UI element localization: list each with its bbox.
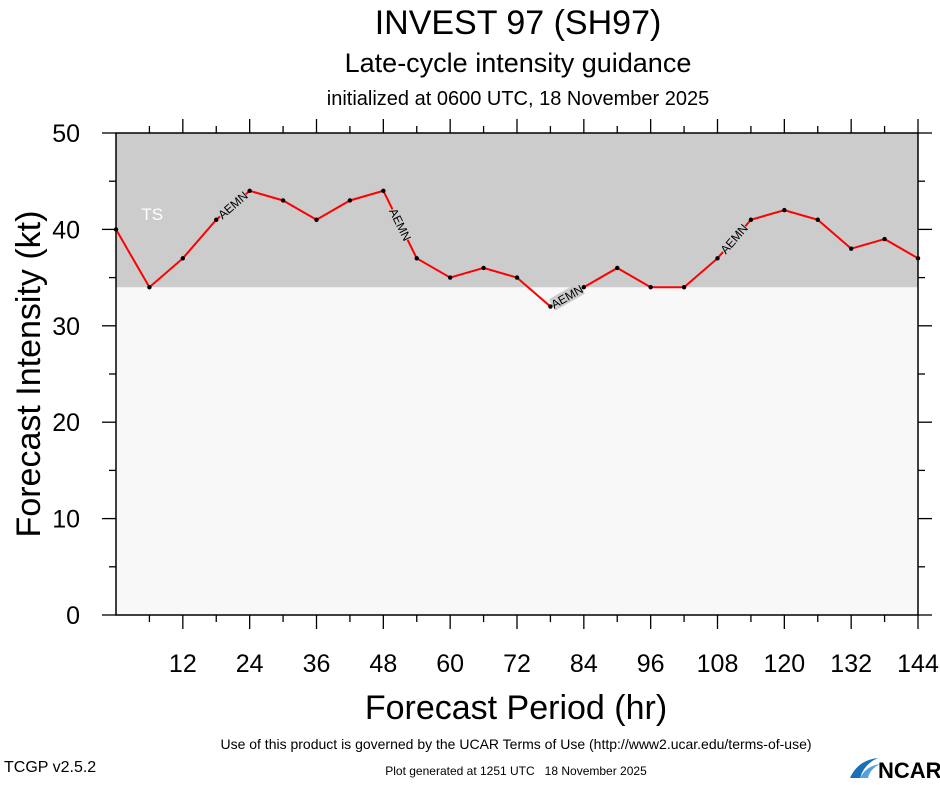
y-tick-label: 50	[52, 120, 80, 148]
series-label-gap	[215, 188, 250, 221]
data-point	[447, 275, 453, 280]
data-point	[180, 256, 186, 261]
x-axis-label: Forecast Period (hr)	[365, 689, 667, 727]
data-point	[581, 285, 587, 290]
data-point	[882, 236, 887, 242]
y-tick-label: 40	[52, 216, 80, 244]
tcgp-version: TCGP v2.5.2	[4, 759, 96, 776]
series-label-gap	[548, 282, 585, 311]
data-point	[648, 285, 653, 290]
ncar-logo-swoosh-2	[860, 764, 880, 778]
x-tick-label: 96	[637, 650, 665, 678]
chart-subtitle: Late-cycle intensity guidance	[345, 48, 692, 78]
data-point	[715, 256, 720, 261]
data-point	[782, 207, 787, 213]
y-tick-label: 10	[52, 506, 80, 534]
x-tick-label: 60	[436, 650, 464, 678]
data-point	[214, 217, 219, 222]
y-tick-label: 0	[66, 602, 80, 630]
x-tick-label: 36	[303, 650, 331, 678]
data-point	[481, 265, 486, 271]
data-point	[514, 275, 520, 280]
data-point	[381, 188, 386, 194]
x-tick-label: 108	[697, 650, 739, 678]
data-point	[748, 217, 754, 222]
data-point	[280, 198, 286, 203]
ncar-logo: NCAR	[850, 758, 940, 783]
x-tick-label: 84	[570, 650, 598, 678]
x-tick-label: 120	[763, 650, 805, 678]
data-point	[247, 188, 252, 194]
data-point	[815, 217, 820, 222]
data-point	[113, 227, 119, 232]
data-point	[681, 285, 687, 290]
data-point	[615, 265, 620, 271]
data-point	[848, 246, 854, 251]
y-tick-label: 30	[52, 313, 80, 341]
chart-init-time: initialized at 0600 UTC, 18 November 202…	[327, 88, 709, 110]
x-tick-label: 24	[236, 650, 264, 678]
band-label: TS	[141, 205, 163, 224]
ncar-logo-text: NCAR	[878, 758, 940, 780]
data-point	[414, 256, 419, 261]
chart-title: INVEST 97 (SH97)	[375, 4, 662, 42]
series-label-gap	[387, 206, 414, 243]
plot-generated: Plot generated at 1251 UTC 18 November 2…	[385, 764, 647, 778]
x-tick-label: 72	[503, 650, 531, 678]
data-point	[915, 256, 921, 261]
data-point	[314, 217, 319, 222]
x-tick-label: 12	[169, 650, 197, 678]
x-tick-label: 132	[830, 650, 872, 678]
series-label-gap	[717, 221, 750, 256]
y-tick-label: 20	[52, 409, 80, 437]
y-axis-label: Forecast Intensity (kt)	[10, 211, 48, 538]
terms-of-use[interactable]: Use of this product is governed by the U…	[220, 736, 811, 752]
plot-area: TS 0 10 20 30 40 50 12 24 36 48 60 72 84 96 108 120 132 14…	[52, 119, 939, 678]
ncar-logo-swoosh	[850, 758, 878, 778]
data-point	[548, 304, 553, 309]
x-tick-label: 144	[897, 650, 939, 678]
data-point	[347, 198, 353, 203]
x-tick-label: 48	[369, 650, 397, 678]
data-point	[147, 285, 152, 290]
